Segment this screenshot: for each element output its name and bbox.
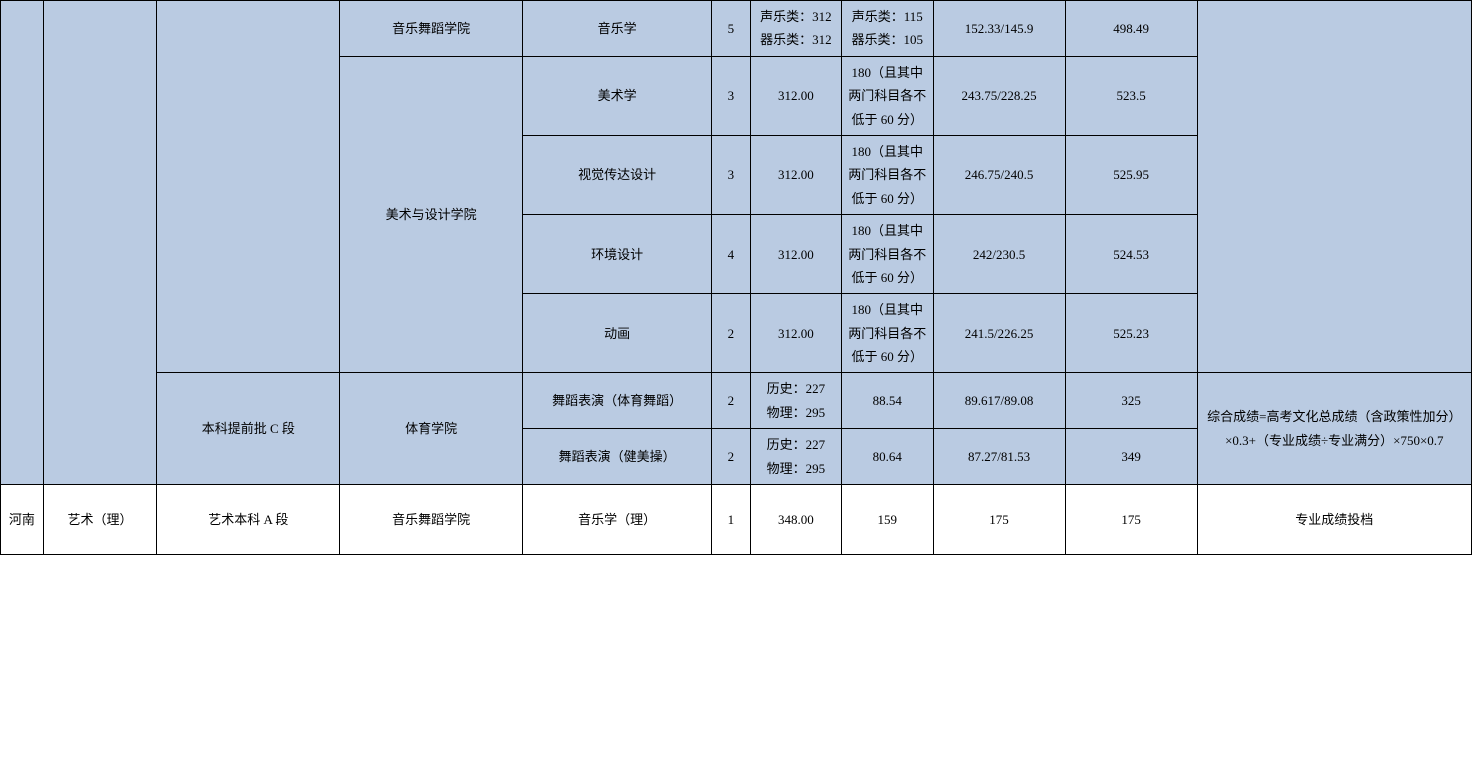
cell-college: 音乐舞蹈学院 [340, 1, 523, 57]
cell-col10 [1197, 1, 1471, 373]
text-line: 声乐类：312 [760, 9, 832, 24]
cell-count: 2 [712, 429, 751, 485]
cell-col9: 325 [1065, 373, 1197, 429]
text-line: 物理：295 [767, 461, 826, 476]
cell-col8: 243.75/228.25 [933, 56, 1065, 135]
cell-count: 3 [712, 135, 751, 214]
text-line: 器乐类：105 [852, 32, 924, 47]
text-line: 物理：295 [767, 405, 826, 420]
cell-col9: 523.5 [1065, 56, 1197, 135]
table-row: 本科提前批 C 段 体育学院 舞蹈表演（体育舞蹈） 2 历史：227 物理：29… [1, 373, 1472, 429]
cell-col8: 87.27/81.53 [933, 429, 1065, 485]
cell-count: 2 [712, 373, 751, 429]
cell-col9: 175 [1065, 485, 1197, 555]
cell-col9: 525.23 [1065, 294, 1197, 373]
cell-count: 3 [712, 56, 751, 135]
text-line: 器乐类：312 [760, 32, 832, 47]
cell-col8: 152.33/145.9 [933, 1, 1065, 57]
cell-college: 美术与设计学院 [340, 56, 523, 373]
cell-col6: 声乐类：312 器乐类：312 [750, 1, 841, 57]
cell-col7: 80.64 [842, 429, 933, 485]
cell-col9: 524.53 [1065, 215, 1197, 294]
admissions-table: 音乐舞蹈学院 音乐学 5 声乐类：312 器乐类：312 声乐类：115 器乐类… [0, 0, 1472, 555]
text-line: 历史：227 [767, 381, 826, 396]
cell-major: 美术学 [523, 56, 712, 135]
cell-col6: 历史：227 物理：295 [750, 429, 841, 485]
cell-count: 4 [712, 215, 751, 294]
table-row: 河南 艺术（理） 艺术本科 A 段 音乐舞蹈学院 音乐学（理） 1 348.00… [1, 485, 1472, 555]
cell-major: 音乐学（理） [523, 485, 712, 555]
cell-batch [157, 1, 340, 373]
cell-col10: 综合成绩=高考文化总成绩（含政策性加分）×0.3+（专业成绩÷专业满分）×750… [1197, 373, 1471, 485]
cell-batch: 艺术本科 A 段 [157, 485, 340, 555]
cell-major: 舞蹈表演（健美操） [523, 429, 712, 485]
cell-major: 动画 [523, 294, 712, 373]
cell-col6: 历史：227 物理：295 [750, 373, 841, 429]
cell-col7: 声乐类：115 器乐类：105 [842, 1, 933, 57]
cell-count: 1 [712, 485, 751, 555]
cell-col7: 180（且其中两门科目各不低于 60 分） [842, 56, 933, 135]
cell-col7: 180（且其中两门科目各不低于 60 分） [842, 294, 933, 373]
cell-col9: 498.49 [1065, 1, 1197, 57]
cell-col10: 专业成绩投档 [1197, 485, 1471, 555]
cell-col7: 159 [842, 485, 933, 555]
cell-col6: 312.00 [750, 56, 841, 135]
cell-batch: 本科提前批 C 段 [157, 373, 340, 485]
cell-col7: 88.54 [842, 373, 933, 429]
cell-col9: 349 [1065, 429, 1197, 485]
cell-col8: 242/230.5 [933, 215, 1065, 294]
cell-college: 音乐舞蹈学院 [340, 485, 523, 555]
cell-col7: 180（且其中两门科目各不低于 60 分） [842, 215, 933, 294]
cell-college: 体育学院 [340, 373, 523, 485]
table-row: 音乐舞蹈学院 音乐学 5 声乐类：312 器乐类：312 声乐类：115 器乐类… [1, 1, 1472, 57]
cell-province [1, 1, 44, 485]
cell-major: 音乐学 [523, 1, 712, 57]
cell-count: 2 [712, 294, 751, 373]
cell-major: 视觉传达设计 [523, 135, 712, 214]
cell-province: 河南 [1, 485, 44, 555]
cell-col8: 241.5/226.25 [933, 294, 1065, 373]
text-line: 声乐类：115 [852, 9, 923, 24]
cell-col6: 312.00 [750, 215, 841, 294]
cell-category [43, 1, 157, 485]
cell-col8: 246.75/240.5 [933, 135, 1065, 214]
cell-col7: 180（且其中两门科目各不低于 60 分） [842, 135, 933, 214]
cell-col9: 525.95 [1065, 135, 1197, 214]
cell-col6: 312.00 [750, 294, 841, 373]
cell-major: 环境设计 [523, 215, 712, 294]
cell-col6: 312.00 [750, 135, 841, 214]
cell-category: 艺术（理） [43, 485, 157, 555]
cell-col8: 175 [933, 485, 1065, 555]
cell-count: 5 [712, 1, 751, 57]
cell-major: 舞蹈表演（体育舞蹈） [523, 373, 712, 429]
cell-col6: 348.00 [750, 485, 841, 555]
text-line: 历史：227 [767, 437, 826, 452]
cell-col8: 89.617/89.08 [933, 373, 1065, 429]
